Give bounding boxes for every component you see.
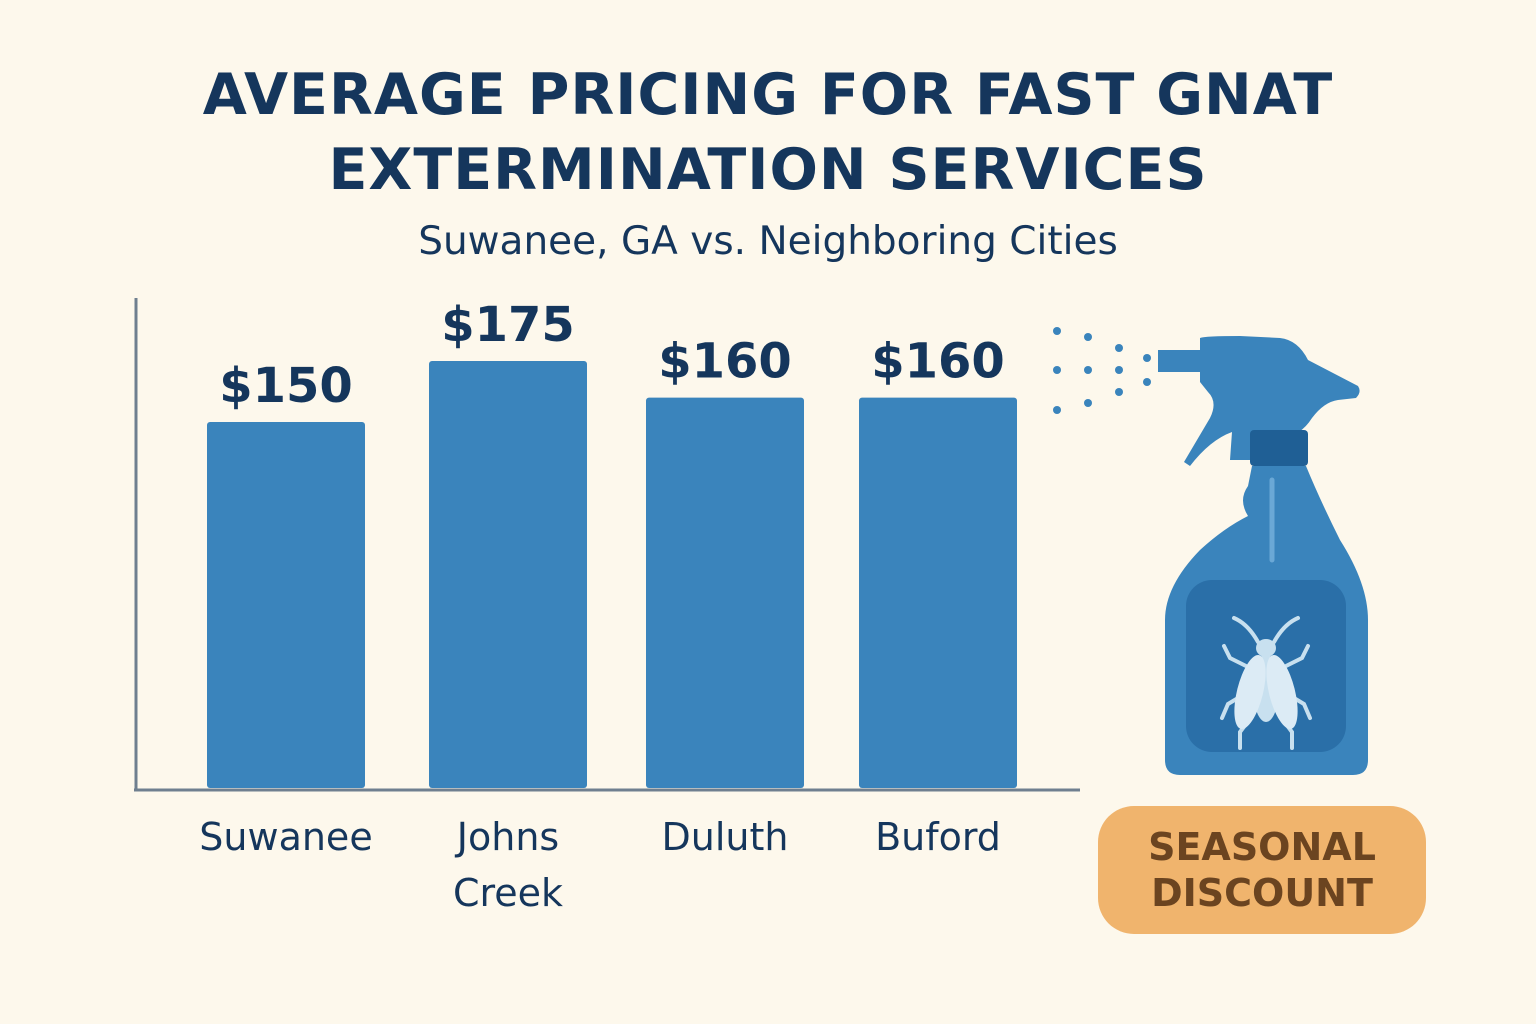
chart-subtitle: Suwanee, GA vs. Neighboring Cities — [418, 219, 1118, 264]
chart-title-line-1: AVERAGE PRICING FOR FAST GNAT — [202, 62, 1334, 128]
badge-line-1: SEASONAL — [1148, 825, 1376, 869]
chart-title: AVERAGE PRICING FOR FAST GNAT EXTERMINAT… — [0, 58, 1536, 208]
category-label-3: Buford — [875, 815, 1001, 859]
value-label-2: $160 — [658, 334, 792, 390]
bars-group: $150 Suwanee $175 Johns Creek $160 Duluth $160 B… — [199, 297, 1017, 915]
value-label-1: $175 — [441, 297, 575, 353]
spray-bottle-icon — [1053, 327, 1368, 775]
category-label-1-0: Johns — [455, 815, 559, 859]
category-label-0: Suwanee — [199, 815, 372, 859]
seasonal-discount-badge: SEASONAL DISCOUNT — [1098, 806, 1426, 934]
bar-chart: $150 Suwanee $175 Johns Creek $160 Duluth $160 B… — [134, 297, 1080, 915]
category-label-2: Duluth — [662, 815, 789, 859]
sprayer-head — [1158, 336, 1360, 466]
gnat-icon — [1220, 616, 1312, 750]
bottle-cap — [1250, 430, 1308, 466]
chart-title-line-2: EXTERMINATION SERVICES — [328, 137, 1208, 203]
bar-1 — [429, 361, 587, 788]
bar-3 — [859, 397, 1017, 788]
value-label-3: $160 — [871, 334, 1005, 390]
badge-line-2: DISCOUNT — [1151, 871, 1373, 915]
category-label-1-1: Creek — [453, 871, 563, 915]
spray-mist-icon — [1053, 327, 1151, 414]
bar-0 — [207, 422, 365, 788]
value-label-0: $150 — [219, 358, 353, 414]
bar-2 — [646, 397, 804, 788]
